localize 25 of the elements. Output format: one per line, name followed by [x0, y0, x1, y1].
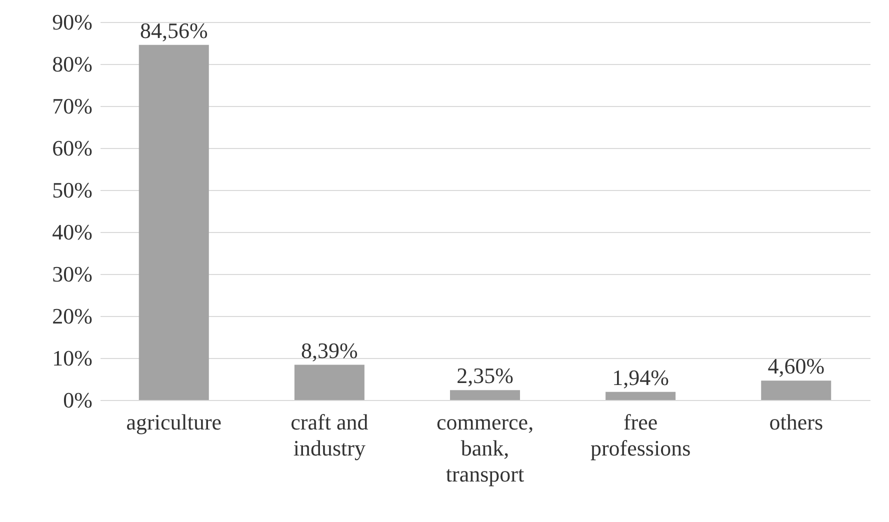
data-label: 84,56%: [140, 18, 208, 43]
bar: [761, 380, 832, 400]
x-tick-label: agriculture: [126, 410, 222, 434]
y-tick-label: 50%: [52, 178, 92, 202]
bar: [138, 44, 209, 400]
bar: [450, 390, 520, 400]
y-tick-label: 30%: [52, 262, 92, 286]
x-tick-label: commerce, bank, transport: [436, 410, 534, 486]
bar: [606, 392, 676, 400]
y-tick-label: 70%: [52, 94, 92, 118]
y-tick-label: 40%: [52, 220, 92, 244]
bar: [294, 364, 364, 400]
data-label: 2,35%: [456, 363, 514, 388]
y-tick-label: 10%: [52, 346, 92, 370]
x-tick-label: craft and industry: [290, 410, 368, 460]
y-tick-label: 90%: [52, 10, 92, 34]
y-tick-label: 60%: [52, 136, 92, 160]
y-tick-label: 20%: [52, 304, 92, 328]
data-label: 4,60%: [768, 354, 825, 379]
x-tick-label: others: [769, 410, 823, 434]
x-tick-label: free professions: [590, 410, 691, 460]
data-label: 1,94%: [612, 364, 669, 390]
data-label: 8,39%: [301, 338, 358, 363]
y-tick-label: 0%: [63, 388, 92, 412]
y-tick-label: 80%: [52, 52, 92, 76]
